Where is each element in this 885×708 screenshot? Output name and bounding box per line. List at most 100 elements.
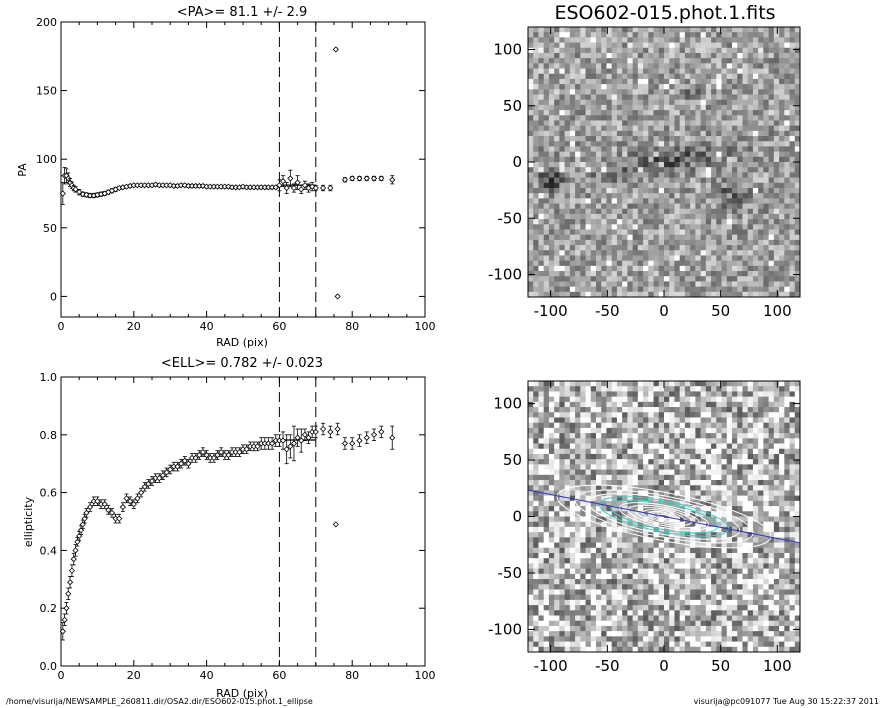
pa-data-point bbox=[389, 176, 396, 183]
ell-data-point bbox=[67, 579, 74, 586]
ell-data-point bbox=[94, 498, 101, 505]
ell-data-point bbox=[127, 498, 134, 505]
ell-data-point bbox=[116, 515, 123, 522]
ell-data-point bbox=[254, 443, 261, 450]
ell-data-point bbox=[214, 451, 221, 459]
pa-data-point bbox=[287, 175, 294, 182]
pa-data-point bbox=[356, 175, 363, 182]
residual-ytick-label: 100 bbox=[493, 395, 522, 413]
ell-data-point bbox=[363, 434, 370, 441]
residual-xtick-label: -50 bbox=[595, 657, 620, 675]
pa-data-point bbox=[72, 186, 79, 193]
pa-data-point bbox=[276, 182, 283, 189]
ell-data-point bbox=[70, 556, 77, 563]
residual-xtick-label: 50 bbox=[711, 657, 730, 675]
residual-ytick-label: -100 bbox=[488, 620, 522, 638]
ell-data-point bbox=[192, 454, 199, 461]
pa-data-point bbox=[378, 175, 385, 182]
ell-data-point bbox=[332, 521, 339, 528]
residual-ytick-label: 50 bbox=[503, 451, 522, 469]
ell-data-point bbox=[65, 590, 72, 597]
ell-data-point bbox=[378, 428, 385, 435]
ell-xtick-label: 60 bbox=[272, 669, 286, 682]
pa-data-point bbox=[349, 175, 356, 182]
ell-data-point bbox=[225, 451, 232, 459]
ell-data-point bbox=[356, 437, 363, 444]
pa-data-point bbox=[363, 175, 370, 182]
ell-data-point bbox=[108, 509, 116, 516]
ell-data-point bbox=[349, 440, 356, 447]
pa-data-point bbox=[332, 46, 339, 53]
residual-ytick-label: -50 bbox=[498, 564, 523, 582]
pa-data-point bbox=[294, 179, 301, 186]
isophote-overlay bbox=[528, 484, 800, 549]
fits-ytick-label: -50 bbox=[498, 209, 523, 227]
pa-data-point bbox=[79, 191, 86, 198]
ell-data-point bbox=[203, 451, 210, 459]
ell-xtick-label: 0 bbox=[58, 669, 65, 682]
fits-xtick-label: 50 bbox=[711, 302, 730, 320]
residual-ytick-label: 0 bbox=[512, 508, 522, 526]
pa-plot-ylabel: PA bbox=[16, 163, 29, 177]
pa-xtick-label: 60 bbox=[272, 320, 286, 333]
ell-data-point bbox=[68, 567, 75, 574]
fits-ytick-label: 50 bbox=[503, 97, 522, 115]
ell-data-point bbox=[283, 446, 290, 453]
ell-data-point bbox=[279, 437, 287, 444]
fits-ytick-label: 100 bbox=[493, 41, 522, 59]
fits-xtick-label: 0 bbox=[659, 302, 669, 320]
fits-xtick-label: -100 bbox=[534, 302, 568, 320]
ell-data-point bbox=[210, 454, 217, 461]
ell-data-point bbox=[101, 501, 108, 508]
pa-data-point bbox=[290, 184, 298, 192]
pa-xtick-label: 100 bbox=[415, 320, 436, 333]
ell-data-point bbox=[327, 428, 334, 435]
ell-data-point bbox=[301, 431, 308, 438]
pa-xtick-label: 40 bbox=[200, 320, 214, 333]
ell-data-point bbox=[305, 434, 312, 441]
ell-data-point bbox=[134, 495, 141, 502]
ell-data-point bbox=[185, 460, 192, 467]
ell-data-point bbox=[334, 425, 341, 433]
ell-data-point bbox=[138, 489, 145, 496]
pa-ytick-label: 50 bbox=[43, 222, 57, 235]
ell-data-point bbox=[370, 431, 378, 438]
residual-xtick-label: 0 bbox=[659, 657, 669, 675]
fits-xtick-label: 100 bbox=[763, 302, 792, 320]
pa-plot-title: <PA>= 81.1 +/- 2.9 bbox=[177, 5, 308, 20]
ellipticity-profile-panel: <ELL>= 0.782 +/- 0.023 RAD (pix) ellipti… bbox=[22, 356, 436, 700]
pa-profile-panel: <PA>= 81.1 +/- 2.9 RAD (pix) PA 0 20 40 60 8… bbox=[16, 5, 436, 349]
fits-image-panel: ESO602-015.phot.1.fits -100 -50 0 50 100 -100… bbox=[488, 2, 801, 320]
residual-xtick-label: 100 bbox=[763, 657, 792, 675]
ell-data-point bbox=[294, 434, 301, 441]
ell-data-point bbox=[61, 616, 68, 623]
ell-xtick-label: 80 bbox=[345, 669, 359, 682]
pa-data-point bbox=[370, 175, 378, 182]
ell-data-point bbox=[148, 477, 156, 485]
ell-data-point bbox=[181, 457, 188, 464]
ell-xtick-label: 20 bbox=[127, 669, 141, 682]
ell-data-point bbox=[243, 446, 250, 453]
ell-data-point bbox=[287, 443, 294, 450]
ell-ytick-label: 1.0 bbox=[40, 371, 58, 384]
pa-plot-xlabel: RAD (pix) bbox=[216, 336, 268, 349]
fits-ytick-label: 0 bbox=[512, 153, 522, 171]
pa-data-point bbox=[341, 176, 348, 183]
ell-ytick-label: 0.0 bbox=[40, 660, 58, 673]
ell-data-point bbox=[312, 428, 319, 435]
ell-data-point bbox=[156, 475, 163, 482]
ell-data-point bbox=[163, 469, 170, 476]
ell-data-point bbox=[218, 449, 225, 456]
pa-data-point bbox=[312, 184, 319, 192]
ell-data-point bbox=[236, 449, 243, 456]
ell-data-point bbox=[269, 440, 276, 447]
pa-data-point bbox=[76, 189, 83, 196]
ell-plot-ylabel: ellipticity bbox=[22, 496, 35, 547]
pa-ytick-label: 150 bbox=[36, 85, 57, 98]
ell-data-point bbox=[341, 440, 348, 447]
ell-ytick-label: 0.8 bbox=[40, 429, 58, 442]
ell-data-point bbox=[174, 463, 181, 470]
ell-data-point bbox=[178, 460, 185, 467]
pa-data-point bbox=[327, 184, 334, 192]
ell-data-point bbox=[59, 628, 66, 635]
